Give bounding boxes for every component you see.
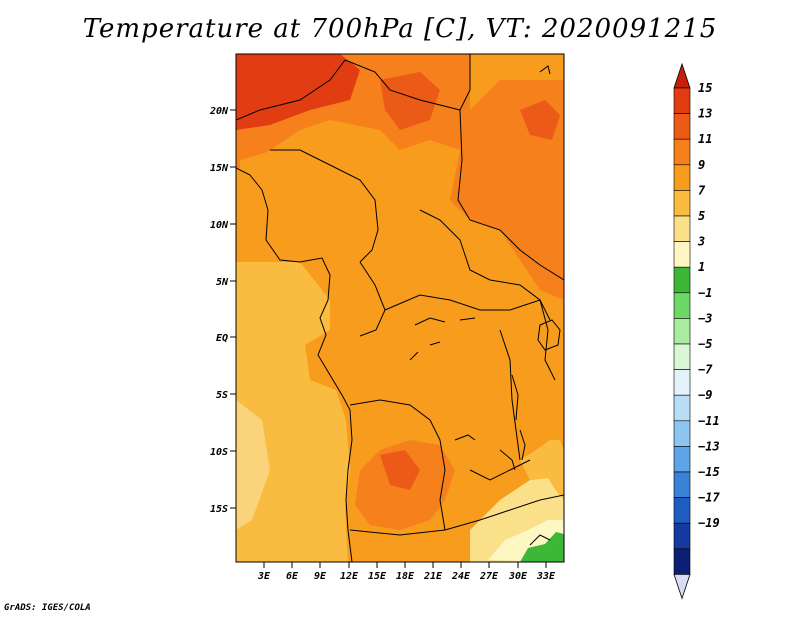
lat-label: 5S (216, 390, 228, 401)
colorbar-swatch (673, 420, 691, 447)
colorbar-label: 11 (698, 132, 712, 146)
lakes-south (454, 434, 516, 471)
colorbar-label: 3 (697, 235, 705, 249)
colorbar-label: −7 (698, 363, 713, 377)
coastline-west (236, 167, 353, 562)
colorbar-swatch (673, 471, 691, 498)
region-1-3-southeast (520, 532, 564, 562)
region-9-11-sahel (240, 150, 440, 240)
colorbar-label: 5 (698, 209, 705, 223)
lon-label: 12E (340, 571, 359, 582)
colorbar-label: −11 (698, 414, 720, 428)
colorbar-label: −3 (698, 311, 712, 325)
colorbar-swatch (673, 87, 691, 114)
lon-label: 24E (451, 571, 471, 582)
colorbar-swatch (673, 292, 691, 319)
border-car-sudan (419, 209, 551, 321)
colorbar-label: 9 (698, 158, 705, 172)
colorbar-top-arrow (673, 62, 691, 89)
border-mali-algeria (236, 59, 346, 121)
lat-label: 20N (209, 106, 229, 117)
lake-malawi (529, 534, 551, 546)
lat-label: 10N (210, 220, 229, 231)
colorbar-label: −19 (698, 516, 720, 530)
colorbar-swatch (673, 394, 691, 422)
colorbar-swatch (673, 266, 691, 294)
colorbar-swatch (673, 522, 691, 550)
lat-label: 10S (210, 447, 228, 458)
region-11-13-north (236, 54, 564, 300)
border-uganda-kenya (539, 299, 556, 381)
lon-label: 27E (479, 571, 499, 582)
colorbar-label: 13 (698, 107, 712, 121)
latitude-axis: 20N 15N 10N 5N EQ 5S 10S 15S (209, 106, 236, 515)
colorbar-swatch (673, 548, 691, 575)
region-5-7-atlantic (236, 400, 270, 530)
region-13-15-sudan (520, 100, 560, 140)
lon-label: 9E (314, 571, 327, 582)
colorbar-label: −1 (698, 286, 712, 300)
temperature-field (236, 54, 564, 562)
lake-tanganyika (511, 374, 526, 461)
region-7-9-west (236, 262, 350, 562)
border-zambia (469, 459, 531, 481)
lon-label: 15E (368, 571, 387, 582)
drc-rivers (409, 317, 476, 361)
lon-label: 33E (536, 571, 556, 582)
lon-label: 30E (508, 571, 528, 582)
colorbar-swatch (673, 190, 691, 217)
lon-label: 6E (286, 571, 299, 582)
colorbar-swatch (673, 446, 691, 473)
region-7-9-east (520, 440, 564, 500)
border-car-drc (384, 294, 541, 311)
nile-delta (539, 65, 551, 75)
colorbar-label: −17 (698, 491, 720, 505)
colorbar-label: −13 (698, 439, 720, 453)
grads-credit: GrADS: IGES/COLA (4, 603, 91, 613)
colorbar: 15 13 11 9 7 5 3 1 −1 −3 −5 −7 −9 −11 −13 −15 −17 −19 (673, 62, 720, 600)
colorbar-label: −15 (698, 465, 720, 479)
colorbar-label: −5 (698, 337, 712, 351)
map-title: Temperature at 700hPa [C], VT: 202009121… (82, 14, 718, 44)
colorbar-bottom-arrow (673, 574, 691, 600)
colorbar-label: 1 (698, 260, 705, 274)
border-drc-east (499, 329, 521, 461)
region-13-15-northwest (236, 54, 360, 130)
lat-label: 15N (210, 163, 229, 174)
country-borders (236, 54, 564, 562)
colorbar-swatch (673, 164, 691, 191)
border-chad-sudan (457, 109, 564, 281)
colorbar-swatch (673, 138, 691, 166)
region-13-15-angola (380, 450, 420, 490)
lat-label: EQ (216, 333, 228, 344)
colorbar-swatch (673, 113, 691, 140)
colorbar-label: 15 (698, 81, 712, 95)
colorbar-swatch (673, 215, 691, 242)
border-niger-libya (344, 54, 471, 111)
colorbar-label: 7 (698, 183, 706, 197)
longitude-axis: 3E 6E 9E 12E 15E 18E 21E 24E 27E 30E 33E (257, 562, 556, 582)
colorbar-swatch (673, 497, 691, 524)
border-southern (349, 494, 564, 536)
lon-label: 3E (257, 571, 271, 582)
lake-victoria (537, 319, 561, 351)
region-13-15-chad (380, 72, 440, 130)
border-drc-angola (349, 399, 446, 531)
lon-label: 18E (396, 571, 415, 582)
colorbar-swatch (673, 343, 691, 370)
lat-label: 15S (210, 504, 228, 515)
map-frame (235, 53, 565, 563)
lat-label: 5N (216, 277, 229, 288)
lon-label: 21E (423, 571, 443, 582)
colorbar-swatch (673, 241, 691, 268)
colorbar-swatch (673, 369, 691, 396)
border-nigeria (270, 149, 379, 263)
colorbar-label: −9 (698, 388, 712, 402)
colorbar-swatch (673, 318, 691, 345)
